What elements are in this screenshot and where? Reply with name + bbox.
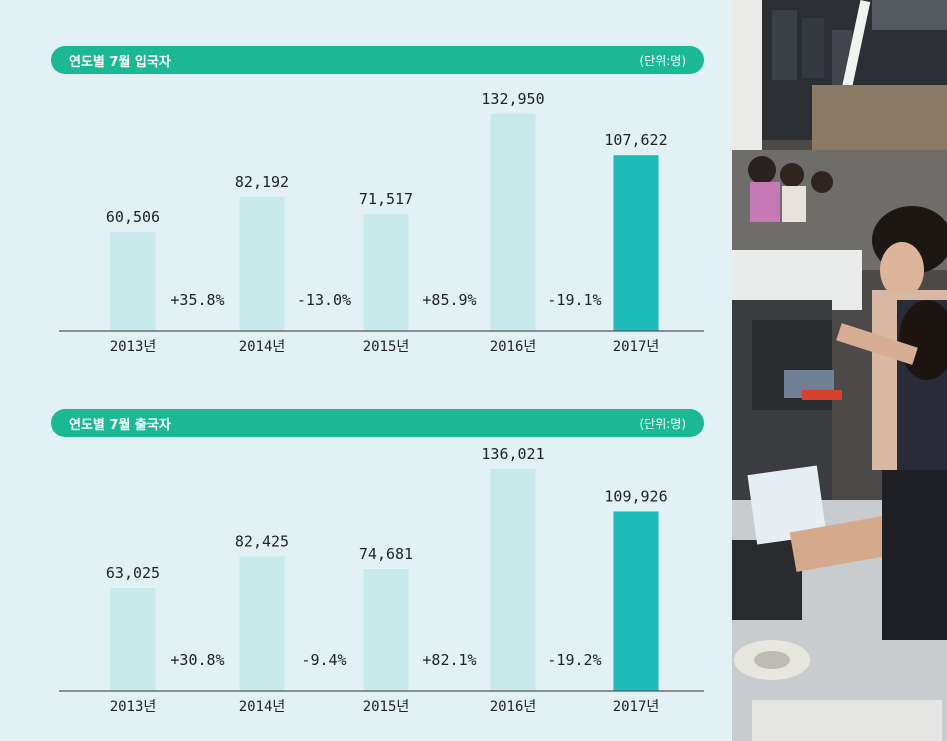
bar-2 <box>363 569 409 691</box>
category-label-4: 2017년 <box>613 339 660 355</box>
entry-chart-unit: (단위:명) <box>639 53 686 68</box>
value-label-1: 82,192 <box>235 173 289 191</box>
airport-counter-photo <box>732 0 947 741</box>
change-label-3: -19.1% <box>547 291 601 309</box>
value-label-0: 60,506 <box>106 208 160 226</box>
value-label-4: 109,926 <box>604 487 667 505</box>
value-label-3: 136,021 <box>481 445 544 463</box>
value-label-0: 63,025 <box>106 564 160 582</box>
airport-counter-photo-graphic <box>732 0 947 741</box>
entry-bar-chart: 60,506 2013년 82,192 2014년 71,517 2015년 132,950… <box>59 90 704 355</box>
bar-0 <box>110 588 156 691</box>
change-label-0: +30.8% <box>170 651 224 669</box>
category-label-2: 2015년 <box>363 339 410 355</box>
change-label-0: +35.8% <box>170 291 224 309</box>
departure-chart-unit: (단위:명) <box>639 416 686 431</box>
category-label-2: 2015년 <box>363 699 410 715</box>
change-label-1: -13.0% <box>297 291 351 309</box>
change-label-2: +85.9% <box>422 291 476 309</box>
value-label-4: 107,622 <box>604 131 667 149</box>
entry-chart-title: 연도별 7월 입국자 <box>69 54 171 70</box>
value-label-1: 82,425 <box>235 532 289 550</box>
entry-chart-header: 연도별 7월 입국자 (단위:명) <box>51 46 704 74</box>
category-label-4: 2017년 <box>613 699 660 715</box>
bar-4 <box>613 155 659 331</box>
departure-chart-header: 연도별 7월 출국자 (단위:명) <box>51 409 704 437</box>
change-label-2: +82.1% <box>422 651 476 669</box>
change-label-1: -9.4% <box>301 651 346 669</box>
bar-1 <box>239 556 285 691</box>
bar-1 <box>239 196 285 331</box>
category-label-0: 2013년 <box>110 339 157 355</box>
category-label-1: 2014년 <box>239 699 286 715</box>
departure-bar-chart: 63,025 2013년 82,425 2014년 74,681 2015년 136,021… <box>59 445 704 715</box>
bar-3 <box>490 468 536 691</box>
bar-2 <box>363 214 409 331</box>
bar-0 <box>110 232 156 331</box>
change-label-3: -19.2% <box>547 651 601 669</box>
category-label-0: 2013년 <box>110 699 157 715</box>
category-label-1: 2014년 <box>239 339 286 355</box>
value-label-2: 74,681 <box>359 545 413 563</box>
bar-4 <box>613 511 659 691</box>
category-label-3: 2016년 <box>490 339 537 355</box>
category-label-3: 2016년 <box>490 699 537 715</box>
departure-chart-title: 연도별 7월 출국자 <box>69 417 171 433</box>
value-label-2: 71,517 <box>359 190 413 208</box>
value-label-3: 132,950 <box>481 90 544 108</box>
charts-panel: 연도별 7월 입국자 (단위:명) 60,506 2013년 82,192 2014년… <box>51 46 704 715</box>
bar-3 <box>490 113 536 331</box>
